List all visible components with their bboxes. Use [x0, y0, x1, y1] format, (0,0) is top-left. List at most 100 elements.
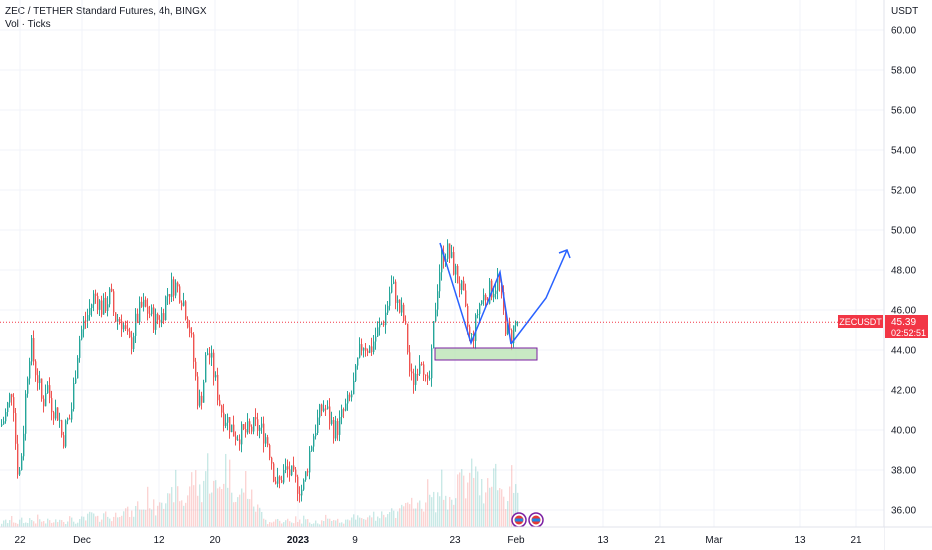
volume-bar: [157, 505, 159, 527]
volume-bar: [311, 524, 313, 527]
event-icons[interactable]: [511, 512, 544, 528]
volume-bar: [13, 522, 15, 527]
time-axis[interactable]: 22 Dec 12 20 2023 9 23 Feb 13 21 Mar 13 21: [14, 535, 862, 546]
candle-body: [17, 443, 19, 475]
volume-bar: [147, 486, 149, 527]
candle-body: [163, 313, 165, 320]
volume-bar: [421, 508, 423, 527]
volume-bar: [171, 487, 173, 527]
candle-body: [297, 476, 299, 494]
arrow-head: [558, 249, 571, 259]
candle-body: [309, 450, 311, 473]
volume-bar: [183, 505, 185, 527]
volume-bar: [385, 517, 387, 527]
candle-body: [271, 457, 273, 464]
volume-bar: [353, 514, 355, 527]
candle-body: [185, 301, 187, 320]
price-axis[interactable]: 60.00 58.00 56.00 54.00 52.00 50.00 48.00 46.00…: [891, 26, 916, 517]
event-flag-icon[interactable]: [511, 512, 527, 528]
candle-body: [49, 385, 51, 398]
candle-body: [101, 300, 103, 315]
candle-body: [161, 313, 163, 323]
volume-bar: [461, 469, 463, 527]
candle-body: [145, 299, 147, 307]
drawings[interactable]: [434, 242, 571, 361]
volume-bar: [295, 516, 297, 527]
volume-bar: [125, 508, 127, 527]
candle-body: [25, 393, 27, 434]
candle-body: [157, 314, 159, 320]
candle-body: [329, 406, 331, 424]
volume-bar: [131, 510, 133, 527]
candle-body: [165, 296, 167, 320]
time-axis-bg: [0, 527, 884, 550]
volume-bar: [43, 521, 45, 527]
volume-bar: [137, 501, 139, 527]
candle-body: [277, 476, 279, 484]
candle-body: [335, 421, 337, 439]
support-zone[interactable]: [434, 347, 538, 361]
volume-bar: [221, 489, 223, 527]
candle-body: [205, 355, 207, 383]
time-tick-label: 23: [449, 535, 461, 546]
volume-bar: [359, 517, 361, 527]
candle-body: [421, 363, 423, 365]
volume-bar: [75, 523, 77, 527]
price-tick-label: 54.00: [891, 146, 916, 157]
candle-body: [289, 469, 291, 476]
candle-body: [219, 400, 221, 406]
volume-bar: [247, 498, 249, 527]
candle-body: [127, 328, 129, 332]
volume-bar: [401, 504, 403, 527]
projection-arrow-line[interactable]: [510, 249, 568, 345]
candle-body: [507, 323, 509, 335]
candle-body: [371, 346, 373, 353]
volume-bar: [233, 502, 235, 527]
candle-body: [441, 252, 443, 273]
candle-body: [159, 319, 161, 323]
candle-body: [513, 325, 515, 344]
candle-body: [247, 421, 249, 433]
price-tick-label: 56.00: [891, 106, 916, 117]
candle-body: [403, 304, 405, 321]
w-pattern-line[interactable]: [439, 242, 512, 346]
candle-body: [411, 371, 413, 374]
candle-body: [351, 394, 353, 398]
candle-body: [125, 325, 127, 329]
candle-body: [173, 279, 175, 296]
volume-bar: [103, 513, 105, 527]
chart-grid: [0, 0, 884, 527]
event-flag-icon[interactable]: [528, 512, 544, 528]
volume-bar: [447, 509, 449, 527]
candle-body: [259, 427, 261, 431]
candle-body: [499, 275, 501, 283]
candle-body: [121, 321, 123, 330]
price-badge: ZECUSDT 45.39 02:52:51: [838, 315, 928, 338]
candle-body: [139, 301, 141, 322]
volume-bar: [167, 493, 169, 527]
volume-bar: [139, 509, 141, 527]
symbol-badge-label: ZECUSDT: [839, 317, 882, 327]
candle-body: [457, 265, 459, 284]
volume-bar: [255, 511, 257, 527]
candle-body: [281, 480, 283, 483]
candle-body: [469, 326, 471, 335]
candle-body: [395, 281, 397, 303]
volume-bar: [497, 490, 499, 527]
candle-body: [105, 297, 107, 311]
candle-body: [53, 412, 55, 419]
volume-bar: [165, 503, 167, 527]
volume-bar: [199, 484, 201, 527]
volume-bar: [397, 511, 399, 527]
volume-bar: [357, 515, 359, 527]
volume-bar: [271, 522, 273, 527]
volume-bar: [109, 518, 111, 527]
volume-bar: [393, 510, 395, 527]
volume-bar: [363, 519, 365, 527]
volume-bar: [215, 480, 217, 527]
volume-bar: [21, 517, 23, 527]
candle-body: [389, 292, 391, 306]
volume-indicator-label[interactable]: Vol · Ticks: [5, 19, 51, 30]
volume-bar: [187, 495, 189, 527]
